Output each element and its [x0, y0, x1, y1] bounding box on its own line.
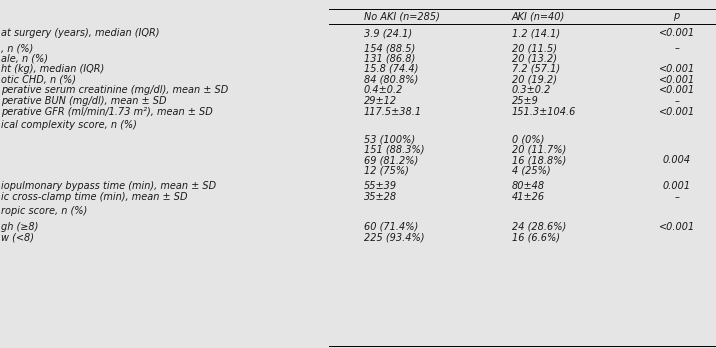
Text: 15.8 (74.4): 15.8 (74.4) [364, 64, 418, 74]
Text: gh (≥8): gh (≥8) [1, 222, 39, 232]
Text: AKI (n=40): AKI (n=40) [512, 11, 565, 21]
Text: 4 (25%): 4 (25%) [512, 166, 551, 175]
Text: 16 (18.8%): 16 (18.8%) [512, 155, 566, 165]
Text: 225 (93.4%): 225 (93.4%) [364, 232, 424, 242]
Text: 0.004: 0.004 [662, 155, 691, 165]
Text: <0.001: <0.001 [659, 75, 695, 85]
Text: <0.001: <0.001 [659, 85, 695, 95]
Text: 84 (80.8%): 84 (80.8%) [364, 75, 418, 85]
Text: ic cross-clamp time (min), mean ± SD: ic cross-clamp time (min), mean ± SD [1, 192, 188, 202]
Text: –: – [674, 43, 679, 53]
Text: –: – [674, 192, 679, 202]
Text: , n (%): , n (%) [1, 43, 34, 53]
Text: 20 (13.2): 20 (13.2) [512, 54, 557, 63]
Text: 20 (11.7%): 20 (11.7%) [512, 145, 566, 155]
Text: <0.001: <0.001 [659, 107, 695, 117]
Text: 80±48: 80±48 [512, 181, 545, 191]
Text: perative GFR (ml/min/1.73 m²), mean ± SD: perative GFR (ml/min/1.73 m²), mean ± SD [1, 107, 213, 117]
Text: at surgery (years), median (IQR): at surgery (years), median (IQR) [1, 28, 160, 38]
Text: iopulmonary bypass time (min), mean ± SD: iopulmonary bypass time (min), mean ± SD [1, 181, 216, 191]
Text: perative BUN (mg/dl), mean ± SD: perative BUN (mg/dl), mean ± SD [1, 96, 167, 106]
Text: <0.001: <0.001 [659, 64, 695, 74]
Text: <0.001: <0.001 [659, 222, 695, 232]
Text: 60 (71.4%): 60 (71.4%) [364, 222, 418, 232]
Text: 0.001: 0.001 [662, 181, 691, 191]
Text: 16 (6.6%): 16 (6.6%) [512, 232, 560, 242]
Text: 1.2 (14.1): 1.2 (14.1) [512, 28, 560, 38]
Text: 3.9 (24.1): 3.9 (24.1) [364, 28, 412, 38]
Text: 0.4±0.2: 0.4±0.2 [364, 85, 403, 95]
Text: 12 (75%): 12 (75%) [364, 166, 409, 175]
Text: –: – [674, 96, 679, 106]
Text: 29±12: 29±12 [364, 96, 397, 106]
Text: 20 (11.5): 20 (11.5) [512, 43, 557, 53]
Text: ical complexity score, n (%): ical complexity score, n (%) [1, 120, 137, 130]
Text: 0 (0%): 0 (0%) [512, 134, 544, 144]
Text: 24 (28.6%): 24 (28.6%) [512, 222, 566, 232]
Text: No AKI (n=285): No AKI (n=285) [364, 11, 440, 21]
Text: 131 (86.8): 131 (86.8) [364, 54, 415, 63]
Text: 35±28: 35±28 [364, 192, 397, 202]
Text: <0.001: <0.001 [659, 28, 695, 38]
Text: ale, n (%): ale, n (%) [1, 54, 49, 63]
Text: perative serum creatinine (mg/dl), mean ± SD: perative serum creatinine (mg/dl), mean … [1, 85, 228, 95]
Text: otic CHD, n (%): otic CHD, n (%) [1, 75, 77, 85]
Text: 55±39: 55±39 [364, 181, 397, 191]
Text: 151.3±104.6: 151.3±104.6 [512, 107, 576, 117]
Text: 0.3±0.2: 0.3±0.2 [512, 85, 551, 95]
Text: 117.5±38.1: 117.5±38.1 [364, 107, 422, 117]
Text: 151 (88.3%): 151 (88.3%) [364, 145, 424, 155]
Text: 69 (81.2%): 69 (81.2%) [364, 155, 418, 165]
Text: 25±9: 25±9 [512, 96, 539, 106]
Text: 41±26: 41±26 [512, 192, 545, 202]
Text: p: p [674, 11, 679, 21]
Text: ropic score, n (%): ropic score, n (%) [1, 206, 87, 215]
Text: ht (kg), median (IQR): ht (kg), median (IQR) [1, 64, 105, 74]
Text: 53 (100%): 53 (100%) [364, 134, 415, 144]
Text: 7.2 (57.1): 7.2 (57.1) [512, 64, 560, 74]
Text: 20 (19.2): 20 (19.2) [512, 75, 557, 85]
Text: 154 (88.5): 154 (88.5) [364, 43, 415, 53]
Text: w (<8): w (<8) [1, 232, 34, 242]
